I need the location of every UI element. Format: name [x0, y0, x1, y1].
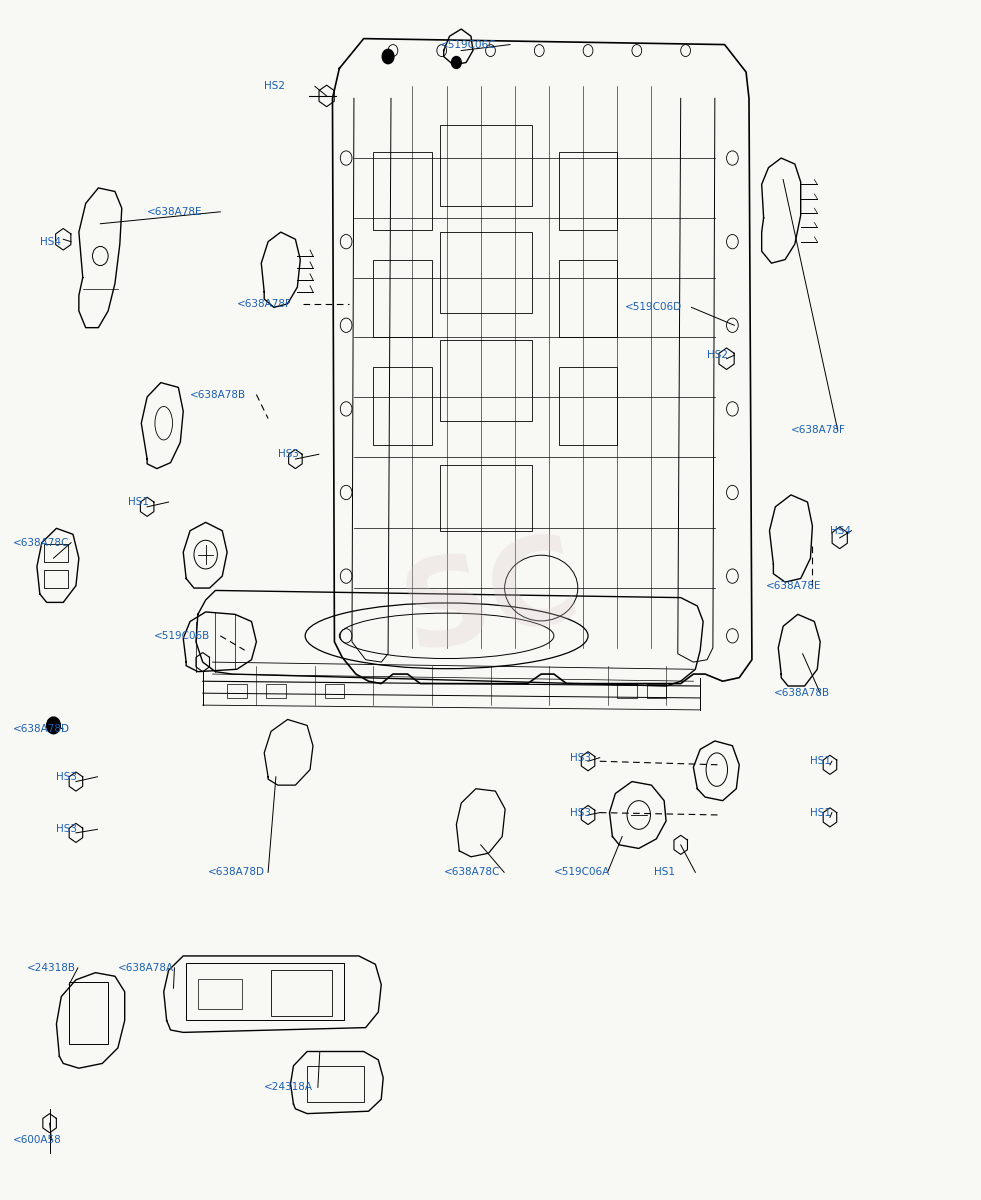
Text: <638A78D: <638A78D	[208, 868, 265, 877]
Bar	[439, 340, 533, 421]
Bar	[646, 684, 666, 698]
Bar	[374, 259, 432, 337]
Bar	[559, 367, 617, 445]
Bar	[266, 684, 285, 698]
Text: <638A78C: <638A78C	[443, 868, 500, 877]
Text: HS2: HS2	[264, 82, 285, 91]
Text: <519C06A: <519C06A	[554, 868, 610, 877]
Text: HS3: HS3	[278, 449, 299, 460]
Text: <638A78B: <638A78B	[773, 688, 830, 698]
Text: HS1: HS1	[810, 808, 832, 817]
Bar	[374, 152, 432, 229]
Text: <519C06C: <519C06C	[439, 40, 496, 49]
Circle shape	[47, 718, 60, 733]
Text: HS1: HS1	[654, 868, 675, 877]
Text: HS3: HS3	[57, 772, 77, 781]
Text: <24318A: <24318A	[264, 1082, 313, 1092]
Text: <638A78F: <638A78F	[791, 425, 846, 436]
Bar	[198, 979, 241, 1008]
Text: HS1: HS1	[810, 756, 832, 767]
Text: <638A78D: <638A78D	[13, 724, 70, 734]
Text: HS2: HS2	[707, 350, 728, 360]
Bar	[439, 125, 533, 206]
Text: <638A78B: <638A78B	[190, 390, 246, 400]
Text: <600A58: <600A58	[13, 1135, 61, 1145]
Text: <638A78C: <638A78C	[13, 538, 69, 547]
Circle shape	[383, 49, 394, 64]
Bar	[271, 971, 332, 1015]
Text: <638A78A: <638A78A	[118, 962, 174, 973]
Text: SC: SC	[391, 524, 590, 676]
Text: <638A78F: <638A78F	[236, 299, 291, 308]
Bar	[439, 466, 533, 530]
Text: HS1: HS1	[128, 497, 149, 508]
Bar	[439, 232, 533, 313]
Bar	[186, 964, 344, 1020]
Text: <638A78E: <638A78E	[765, 581, 821, 590]
Text: HS4: HS4	[830, 526, 851, 535]
Bar	[617, 684, 637, 698]
Bar	[374, 367, 432, 445]
Bar	[559, 259, 617, 337]
Text: <519C06B: <519C06B	[154, 631, 210, 641]
Bar	[559, 152, 617, 229]
Text: <519C06D: <519C06D	[625, 302, 682, 312]
Bar	[307, 1066, 364, 1102]
Bar	[44, 544, 68, 562]
Circle shape	[451, 56, 461, 68]
Text: HS3: HS3	[571, 808, 592, 817]
Text: HS4: HS4	[40, 236, 61, 247]
Bar	[228, 684, 246, 698]
Bar	[325, 684, 344, 698]
Bar	[44, 570, 68, 588]
Text: HS3: HS3	[57, 824, 77, 834]
Text: <24318B: <24318B	[27, 962, 77, 973]
Text: <638A78E: <638A78E	[147, 206, 203, 217]
Bar	[69, 983, 108, 1044]
Text: HS3: HS3	[571, 752, 592, 763]
